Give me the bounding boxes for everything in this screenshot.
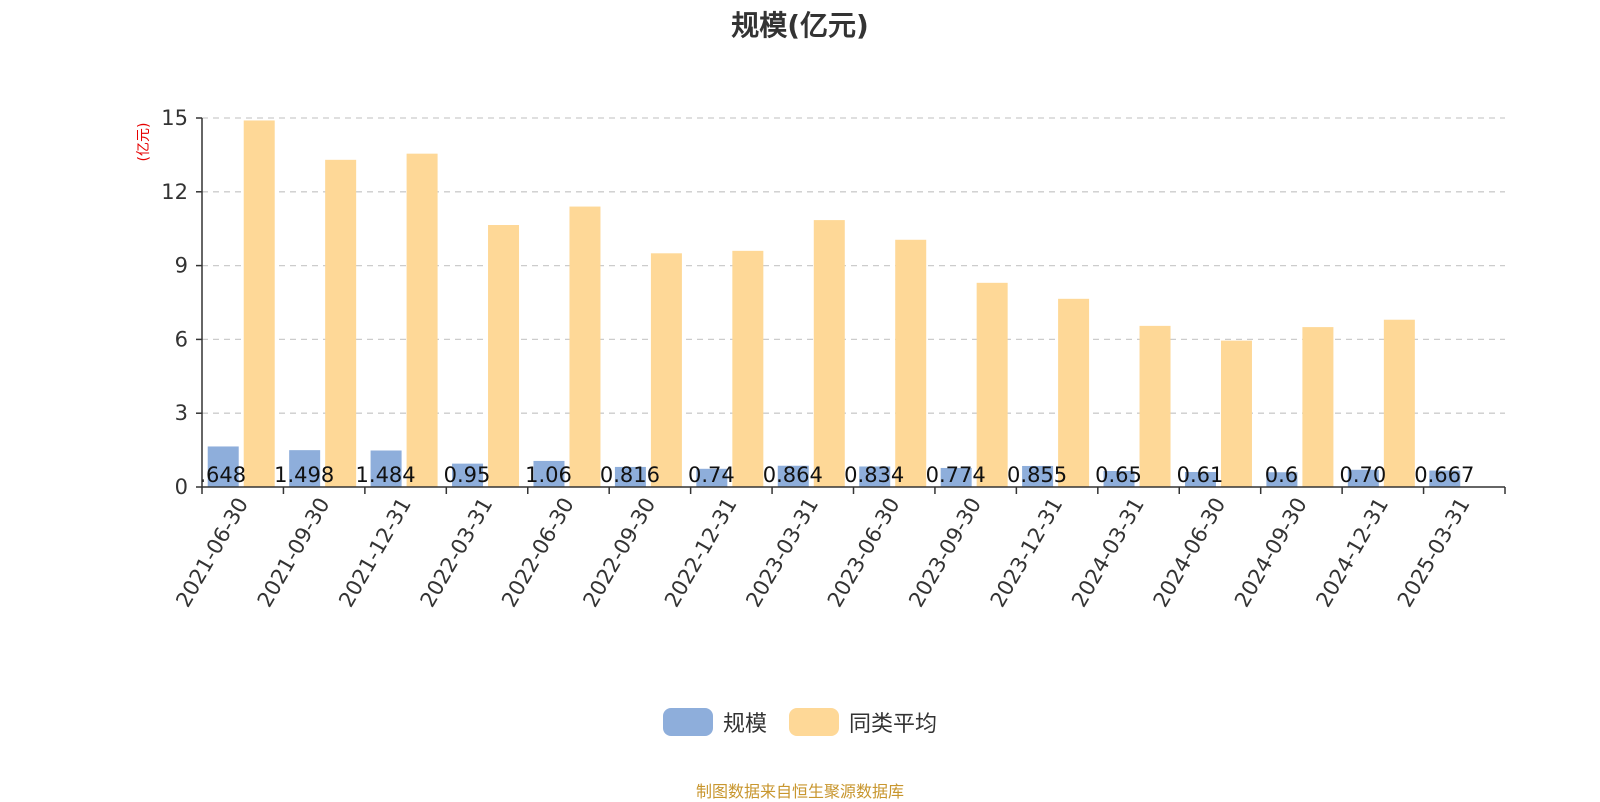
data-label-scale: 0.74	[688, 463, 735, 487]
source-note: 制图数据来自恒生聚源数据库	[695, 782, 904, 801]
bar-peer-average	[1383, 319, 1415, 487]
bar-peer-average	[895, 239, 927, 487]
legend-swatch-scale	[662, 708, 713, 736]
y-tick-label: 6	[175, 327, 188, 351]
data-label-scale: 0.855	[1007, 463, 1067, 487]
y-tick-label: 15	[161, 106, 188, 130]
x-tick-label: 2024-03-31	[1067, 494, 1149, 612]
x-tick-label: 2023-12-31	[986, 494, 1068, 612]
y-tick-label: 12	[161, 180, 188, 204]
y-tick-label: 9	[175, 254, 188, 278]
y-tick-label: 0	[175, 475, 188, 499]
bar-scale	[859, 466, 891, 487]
bar-scale	[533, 460, 565, 487]
data-label-scale: 0.774	[926, 463, 986, 487]
bar-scale	[289, 450, 321, 487]
legend: 规模 同类平均	[0, 706, 1600, 738]
data-label-scale: 0.816	[600, 463, 660, 487]
legend-label-peer-average: 同类平均	[849, 712, 938, 737]
bar-scale	[777, 465, 809, 487]
x-tick-label: 2023-06-30	[823, 494, 905, 612]
gridlines	[202, 117, 1505, 414]
bar-peer-average	[1058, 298, 1090, 487]
x-tick-label: 2022-03-31	[416, 494, 498, 612]
x-tick-label: 2022-12-31	[660, 494, 742, 612]
bar-scale	[1347, 469, 1379, 487]
x-tick-label: 2022-06-30	[497, 494, 579, 612]
bar-peer-average	[976, 282, 1008, 487]
bar-scale	[614, 466, 646, 487]
data-label-scale: 0.95	[444, 463, 491, 487]
x-tick-label: 2021-09-30	[253, 494, 335, 612]
x-tick-label: 2024-09-30	[1230, 494, 1312, 612]
bar-scale	[1103, 471, 1135, 487]
x-tick-label: 2023-03-31	[741, 494, 823, 612]
bar-peer-average	[813, 220, 845, 487]
bar-peer-average	[650, 253, 682, 487]
data-label-scale: 0.70	[1339, 463, 1386, 487]
y-tick-label: 3	[175, 401, 188, 425]
data-label-scale: 1.06	[525, 463, 572, 487]
chart-title: 规模(亿元)	[731, 9, 869, 42]
data-label-scale: .648	[199, 463, 246, 487]
bar-scale	[940, 467, 972, 487]
bar-peer-average	[1220, 340, 1252, 487]
legend-item-scale[interactable]: 规模	[662, 706, 767, 738]
bar-peer-average	[1139, 325, 1171, 487]
bar-scale	[452, 463, 484, 487]
x-tick-label: 2022-09-30	[578, 494, 660, 612]
bar-scale	[696, 468, 728, 487]
bar-peer-average	[1302, 327, 1334, 487]
legend-item-peer-average[interactable]: 同类平均	[789, 706, 937, 738]
bar-scale	[1022, 465, 1054, 487]
data-label-scale: 0.61	[1177, 463, 1224, 487]
data-label-scale: 0.667	[1414, 463, 1474, 487]
data-label-scale: 0.6	[1265, 463, 1298, 487]
x-tick-label: 2025-03-31	[1393, 494, 1475, 612]
bar-scale	[1429, 470, 1461, 487]
bar-scale	[207, 446, 239, 487]
bar-peer-average	[569, 206, 601, 487]
bar-scale	[1184, 471, 1216, 487]
bar-scale	[370, 450, 402, 487]
bar-scale	[1266, 472, 1298, 487]
x-tick-label: 2023-09-30	[904, 494, 986, 612]
data-label-scale: 0.65	[1095, 463, 1142, 487]
bars	[207, 120, 1461, 488]
x-tick-label: 2021-06-30	[171, 494, 253, 612]
bar-peer-average	[406, 153, 438, 488]
data-labels: .648 1.498 1.484 0.95 1.06 0.816 0.74 0.864 0.83…	[199, 463, 1474, 487]
data-label-scale: 1.484	[356, 463, 416, 487]
legend-swatch-peer-average	[789, 708, 839, 736]
data-label-scale: 0.834	[844, 463, 904, 487]
bar-peer-average	[488, 225, 520, 487]
x-tick-label: 2024-12-31	[1311, 494, 1393, 612]
legend-label-scale: 规模	[722, 712, 767, 737]
data-label-scale: 0.864	[763, 463, 823, 487]
x-tick-label: 2021-12-31	[334, 494, 416, 612]
bar-peer-average	[243, 120, 275, 488]
bar-peer-average	[325, 159, 357, 487]
data-label-scale: 1.498	[274, 463, 334, 487]
y-axis-title: (亿元)	[136, 123, 152, 162]
bar-peer-average	[732, 250, 764, 487]
x-tick-label: 2024-06-30	[1148, 494, 1230, 612]
